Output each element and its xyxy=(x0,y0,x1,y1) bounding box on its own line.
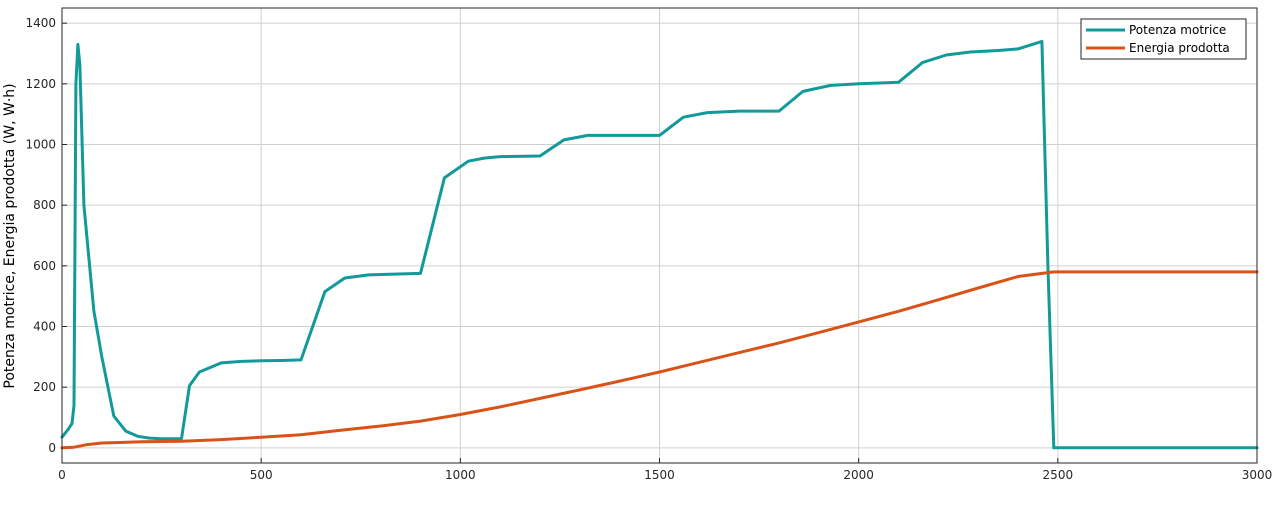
y-tick-label: 1200 xyxy=(25,77,56,91)
x-tick-label: 3000 xyxy=(1242,468,1273,482)
y-axis-label: Potenza motrice, Energia prodotta (W, W·… xyxy=(2,83,18,388)
y-tick-label: 200 xyxy=(33,380,56,394)
plot-frame xyxy=(61,7,1258,464)
legend-box xyxy=(1080,18,1247,60)
x-tick-label: 1500 xyxy=(644,468,675,482)
y-tick-label: 600 xyxy=(33,259,56,273)
y-tick-label: 0 xyxy=(48,441,56,455)
legend-label: Potenza motrice xyxy=(1129,23,1226,37)
grid xyxy=(61,8,1258,463)
tick-labels: 0 500 1000 1500 2000 2500 3000 0 200 400 600 800 100… xyxy=(25,16,1272,482)
x-tick-label: 2500 xyxy=(1043,468,1074,482)
y-tick-label: 1000 xyxy=(25,138,56,152)
y-tick-label: 800 xyxy=(33,198,56,212)
series-line-1 xyxy=(60,39,1259,450)
series-line-2 xyxy=(60,270,1259,450)
y-tick-label: 1400 xyxy=(25,16,56,30)
legend-label: Energia prodotta xyxy=(1129,41,1230,55)
legend: Potenza motrice Energia prodotta xyxy=(1080,18,1247,60)
y-tick-label: 400 xyxy=(33,320,56,334)
x-tick-label: 0 xyxy=(58,468,66,482)
x-tick-label: 1000 xyxy=(445,468,476,482)
series-layer xyxy=(60,39,1259,450)
x-tick-label: 2000 xyxy=(843,468,874,482)
x-tick-label: 500 xyxy=(250,468,273,482)
